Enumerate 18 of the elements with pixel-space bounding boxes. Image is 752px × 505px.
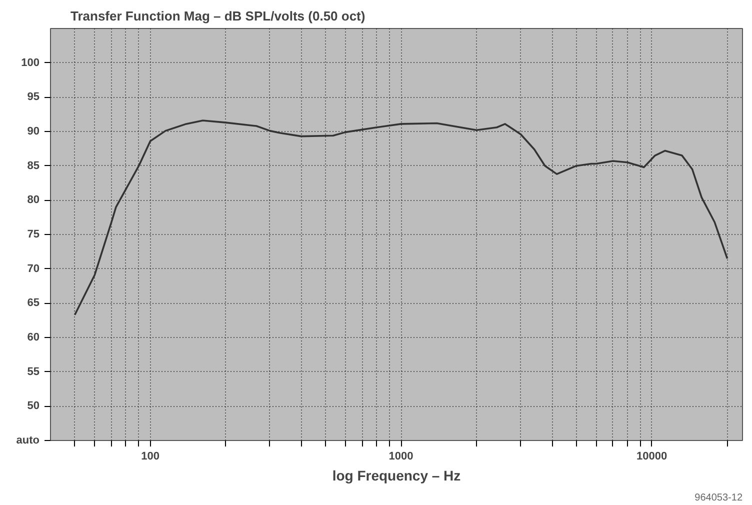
y-tick-label: 50	[27, 400, 40, 412]
x-tick-label: 100	[141, 450, 160, 462]
y-tick-label: auto	[16, 434, 40, 446]
y-tick-label: 100	[21, 56, 40, 69]
y-tick-label: 85	[27, 160, 40, 172]
y-tick-label: 70	[27, 262, 40, 275]
x-tick-label: 1000	[388, 450, 414, 462]
y-tick-label: 80	[27, 194, 40, 206]
x-axis-title: log Frequency – Hz	[332, 468, 461, 484]
y-tick-label: 75	[27, 228, 40, 240]
chart-title: Transfer Function Mag – dB SPL/volts (0.50 oct)	[70, 8, 366, 24]
y-tick-label: 95	[27, 91, 40, 104]
x-tick-label: 10000	[636, 450, 668, 462]
text: 964053-12	[694, 492, 743, 504]
y-tick-label: 55	[27, 366, 40, 378]
y-tick-label: 90	[27, 126, 40, 138]
y-tick-label: 60	[27, 332, 40, 344]
y-tick-label: 65	[27, 297, 40, 310]
